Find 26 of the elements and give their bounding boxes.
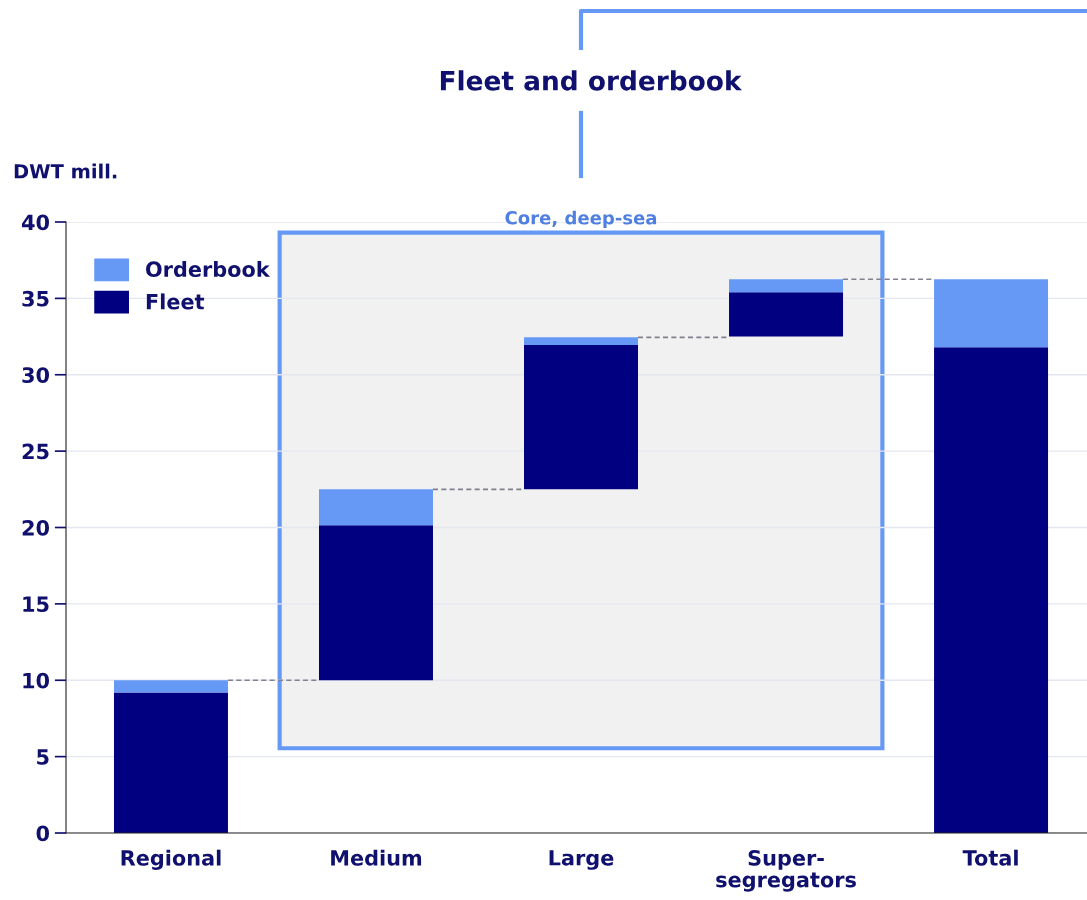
x-tick-label: Medium bbox=[331, 849, 422, 866]
y-tick-label: 20 bbox=[22, 519, 50, 536]
y-tick-label: 0 bbox=[36, 825, 50, 842]
y-tick-label: 25 bbox=[22, 443, 49, 460]
y-tick-label: 30 bbox=[22, 367, 50, 383]
y-tick-label: 40 bbox=[21, 214, 50, 231]
chart-title: Fleet and orderbook bbox=[440, 70, 742, 91]
bar bbox=[934, 279, 1049, 348]
bar bbox=[113, 692, 228, 833]
y-tick-label: 35 bbox=[22, 290, 49, 307]
bar bbox=[524, 344, 639, 490]
legend-label: Fleet bbox=[146, 293, 205, 310]
x-tick-label: Regional bbox=[121, 849, 221, 870]
band-label: Core, deep-sea bbox=[505, 210, 657, 229]
bar bbox=[113, 680, 228, 693]
y-tick-label: 5 bbox=[37, 749, 49, 765]
bar bbox=[318, 525, 433, 681]
y-tick-label: 15 bbox=[23, 596, 49, 613]
bar bbox=[934, 347, 1049, 833]
legend-label: Orderbook bbox=[146, 260, 271, 278]
bar bbox=[729, 292, 844, 337]
y-tick-label: 10 bbox=[23, 672, 50, 689]
y-axis-title: DWT mill. bbox=[14, 163, 117, 179]
x-tick-label: Large bbox=[549, 850, 614, 870]
x-tick-label: Total bbox=[962, 849, 1018, 866]
x-tick-label: Super- segregators bbox=[716, 850, 856, 892]
